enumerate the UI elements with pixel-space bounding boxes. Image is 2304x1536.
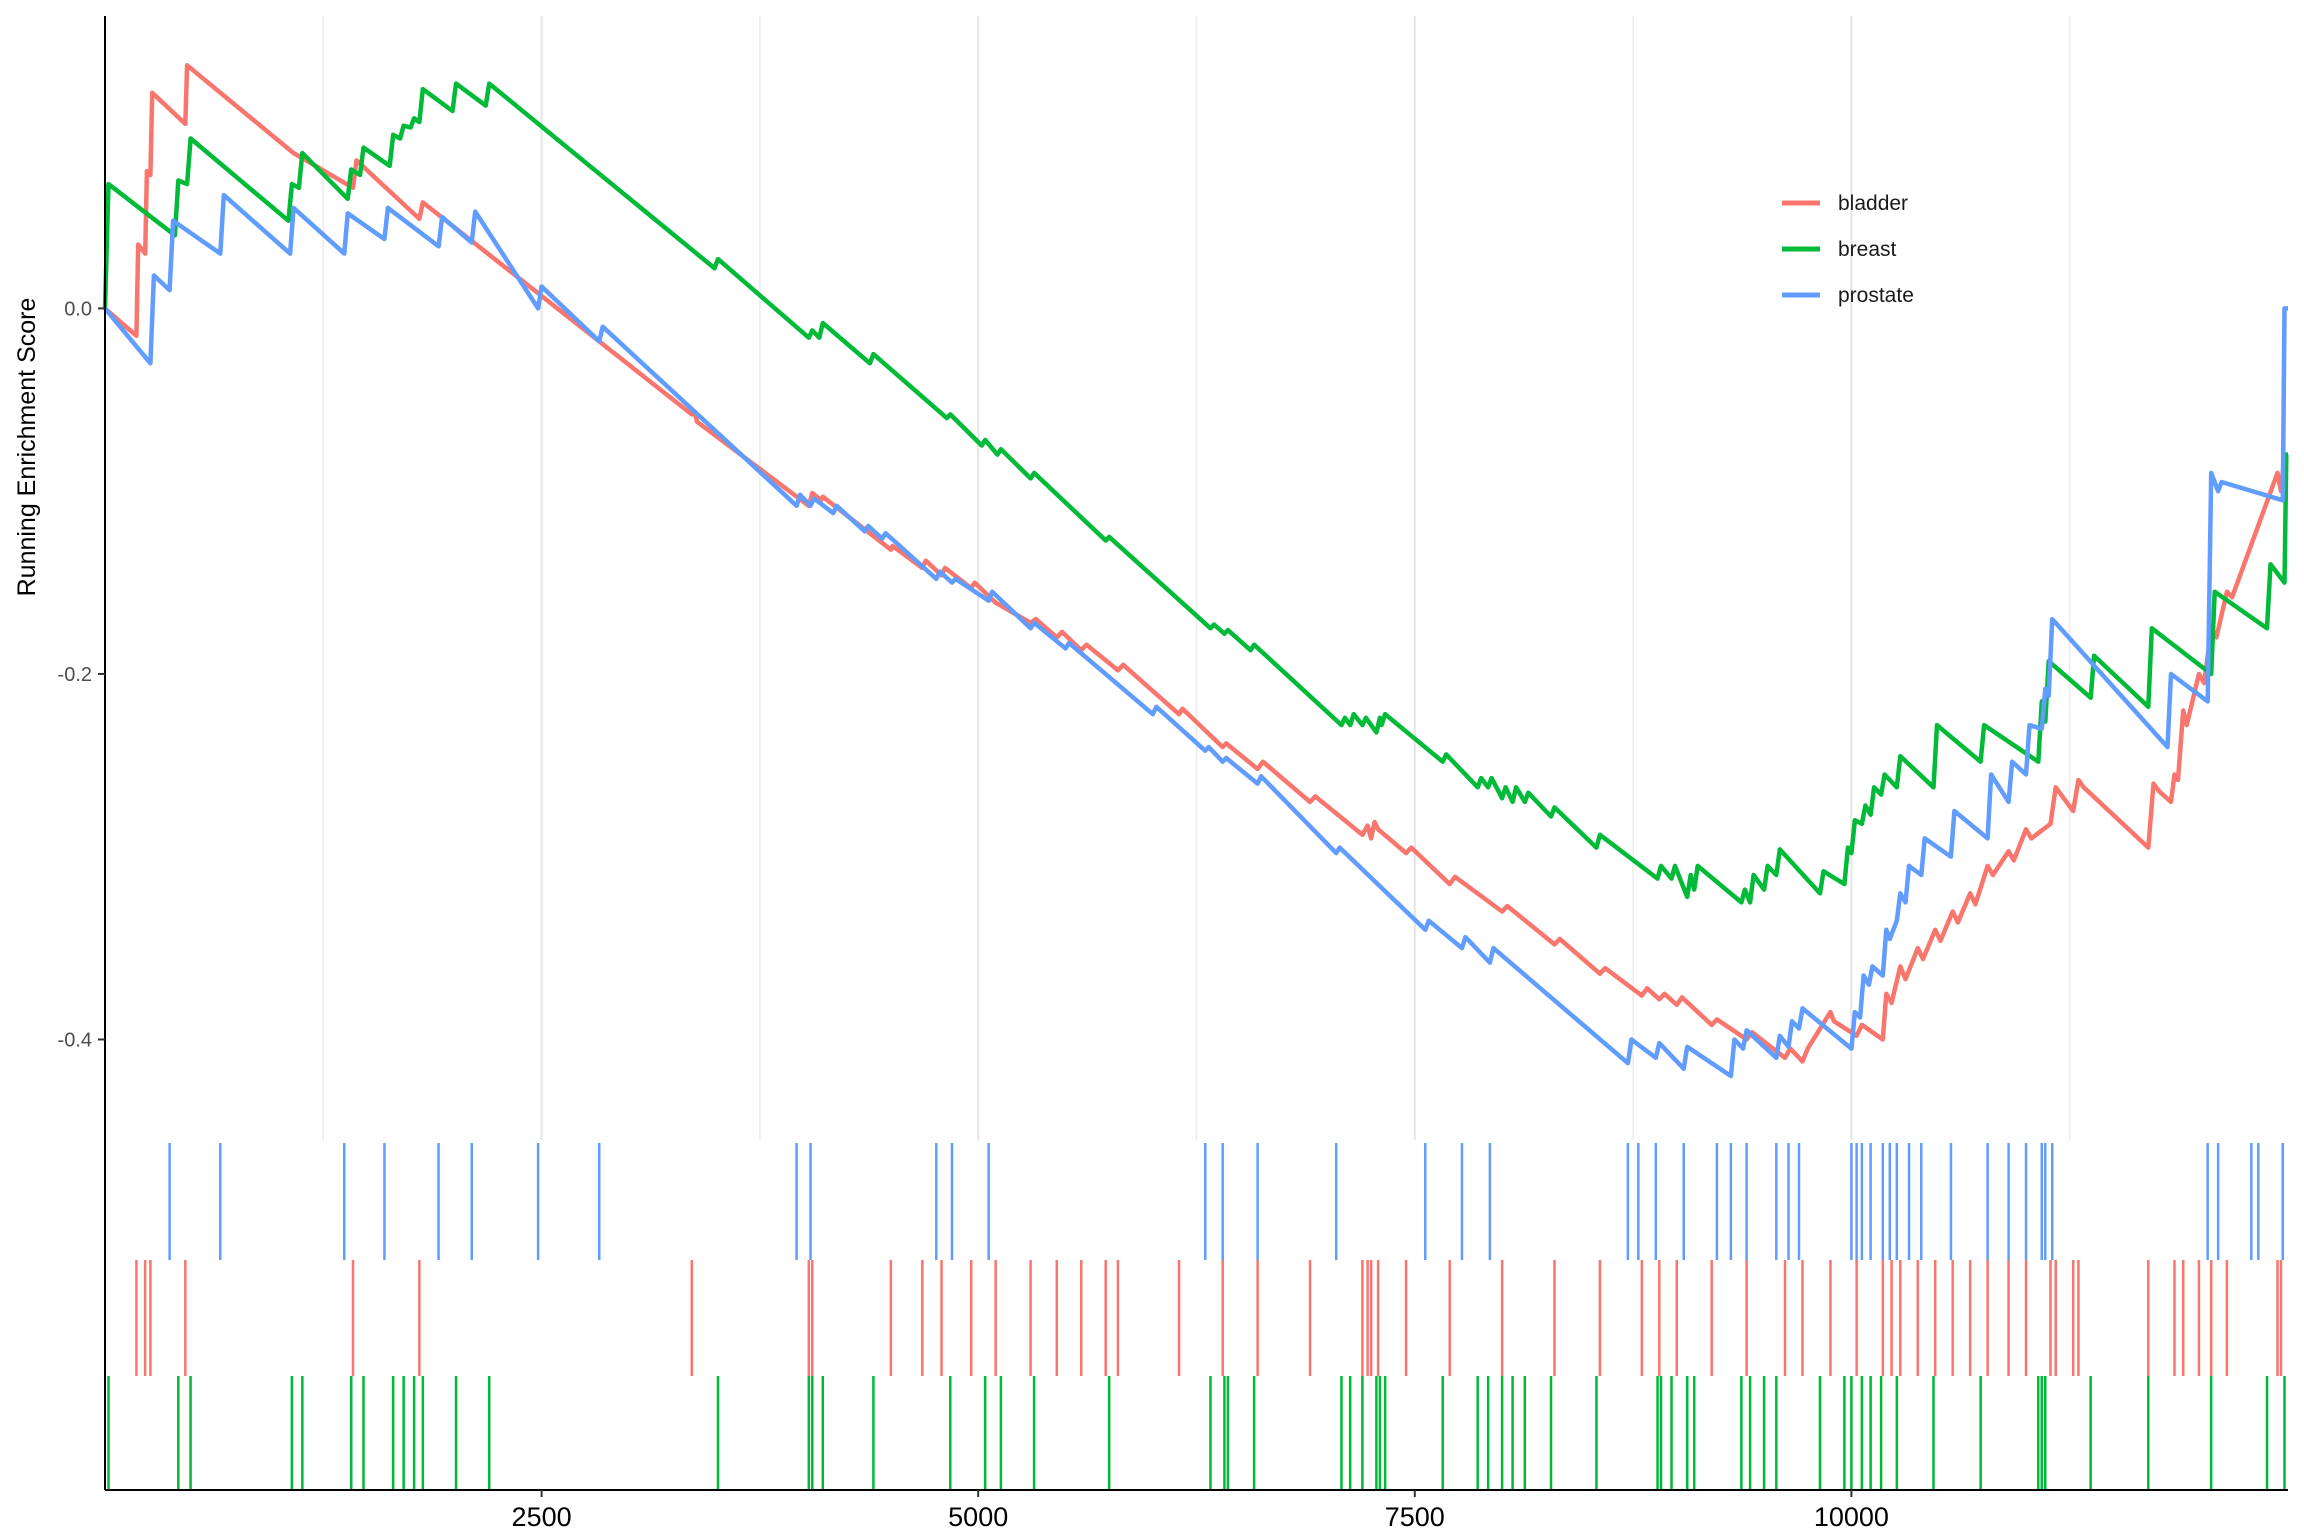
x-tick-label-3: 10000: [1814, 1502, 1889, 1532]
axes: [104, 16, 2288, 1491]
tick-labels: 2500 5000 7500 10000 0.0 -0.2 -0.4: [58, 298, 1889, 1532]
legend-label-prostate: prostate: [1838, 284, 1914, 307]
series-line-breast: [102, 81, 2289, 905]
series-line-prostate: [103, 192, 2288, 1079]
y-tick-label-1: -0.2: [58, 664, 92, 686]
y-axis-label: Running Enrichment Score: [13, 298, 41, 597]
x-tick-label-1: 5000: [948, 1502, 1008, 1532]
legend-label-bladder: bladder: [1838, 192, 1908, 215]
y-tick-label-0: 0.0: [64, 298, 92, 320]
x-tick-label-2: 7500: [1385, 1502, 1445, 1532]
gridlines: [322, 16, 2071, 1140]
y-tick-label-2: -0.4: [58, 1029, 92, 1051]
hit-markers: [107, 1143, 2286, 1490]
legend: bladder breast prostate: [1782, 192, 1914, 307]
legend-label-breast: breast: [1838, 238, 1897, 261]
series-lines: [102, 63, 2289, 1079]
x-tick-label-0: 2500: [512, 1502, 572, 1532]
series-line-bladder: [103, 63, 2288, 1064]
